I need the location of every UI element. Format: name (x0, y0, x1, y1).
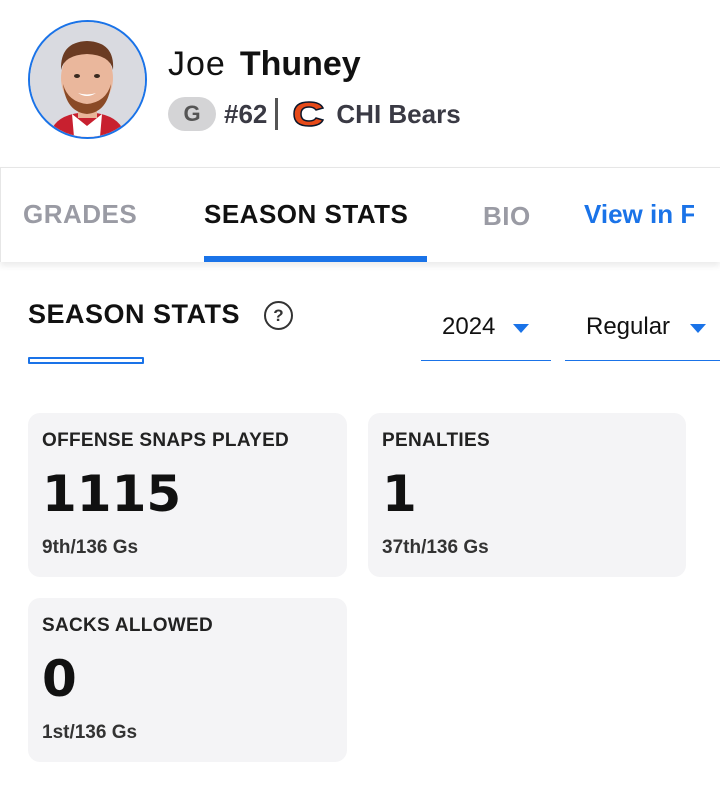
season-type-select[interactable]: Regular (565, 296, 720, 361)
stat-rank: 1st/136 Gs (42, 722, 138, 743)
chevron-down-icon (690, 324, 706, 333)
stat-card-penalties: PENALTIES 1 37th/136 Gs (368, 413, 686, 577)
season-type-value: Regular (586, 313, 671, 340)
jersey-number: #62 (224, 98, 268, 129)
player-header: Joe Thuney G #62 CHI Bears (0, 0, 720, 167)
tab-bio[interactable]: BIO (483, 201, 531, 231)
player-avatar (28, 20, 147, 139)
stat-value: 1 (382, 465, 417, 523)
team-name: CHI Bears (336, 98, 461, 129)
question-icon[interactable]: ? (264, 301, 293, 330)
stat-card-offense-snaps: OFFENSE SNAPS PLAYED 1115 9th/136 Gs (28, 413, 347, 577)
stat-value: 1115 (42, 465, 182, 523)
stat-label: SACKS ALLOWED (42, 615, 214, 636)
stat-label: PENALTIES (382, 430, 490, 451)
stat-rank: 37th/136 Gs (382, 537, 489, 558)
tab-bar: GRADES SEASON STATS BIO View in F (0, 167, 720, 262)
stat-rank: 9th/136 Gs (42, 537, 139, 558)
player-name: Joe Thuney (168, 44, 361, 84)
bears-logo-icon (293, 101, 325, 127)
player-first-name: Joe (168, 45, 226, 83)
tab-season-stats[interactable]: SEASON STATS (204, 199, 409, 229)
player-last-name: Thuney (239, 45, 361, 83)
stat-card-sacks-allowed: SACKS ALLOWED 0 1st/136 Gs (28, 598, 347, 762)
year-select-value: 2024 (442, 313, 496, 340)
stat-value: 0 (42, 650, 77, 708)
player-photo (30, 22, 145, 137)
view-in-link[interactable]: View in F (584, 199, 694, 229)
position-badge: G (168, 97, 216, 131)
active-tab-indicator (204, 256, 427, 262)
player-meta: G #62 CHI Bears (168, 97, 461, 131)
section-title: SEASON STATS (28, 299, 241, 329)
stat-label: OFFENSE SNAPS PLAYED (42, 430, 290, 451)
year-select[interactable]: 2024 (421, 296, 551, 361)
chevron-down-icon (513, 324, 529, 333)
section-title-underline (28, 357, 144, 364)
tab-grades[interactable]: GRADES (23, 199, 138, 229)
meta-divider (275, 98, 279, 130)
